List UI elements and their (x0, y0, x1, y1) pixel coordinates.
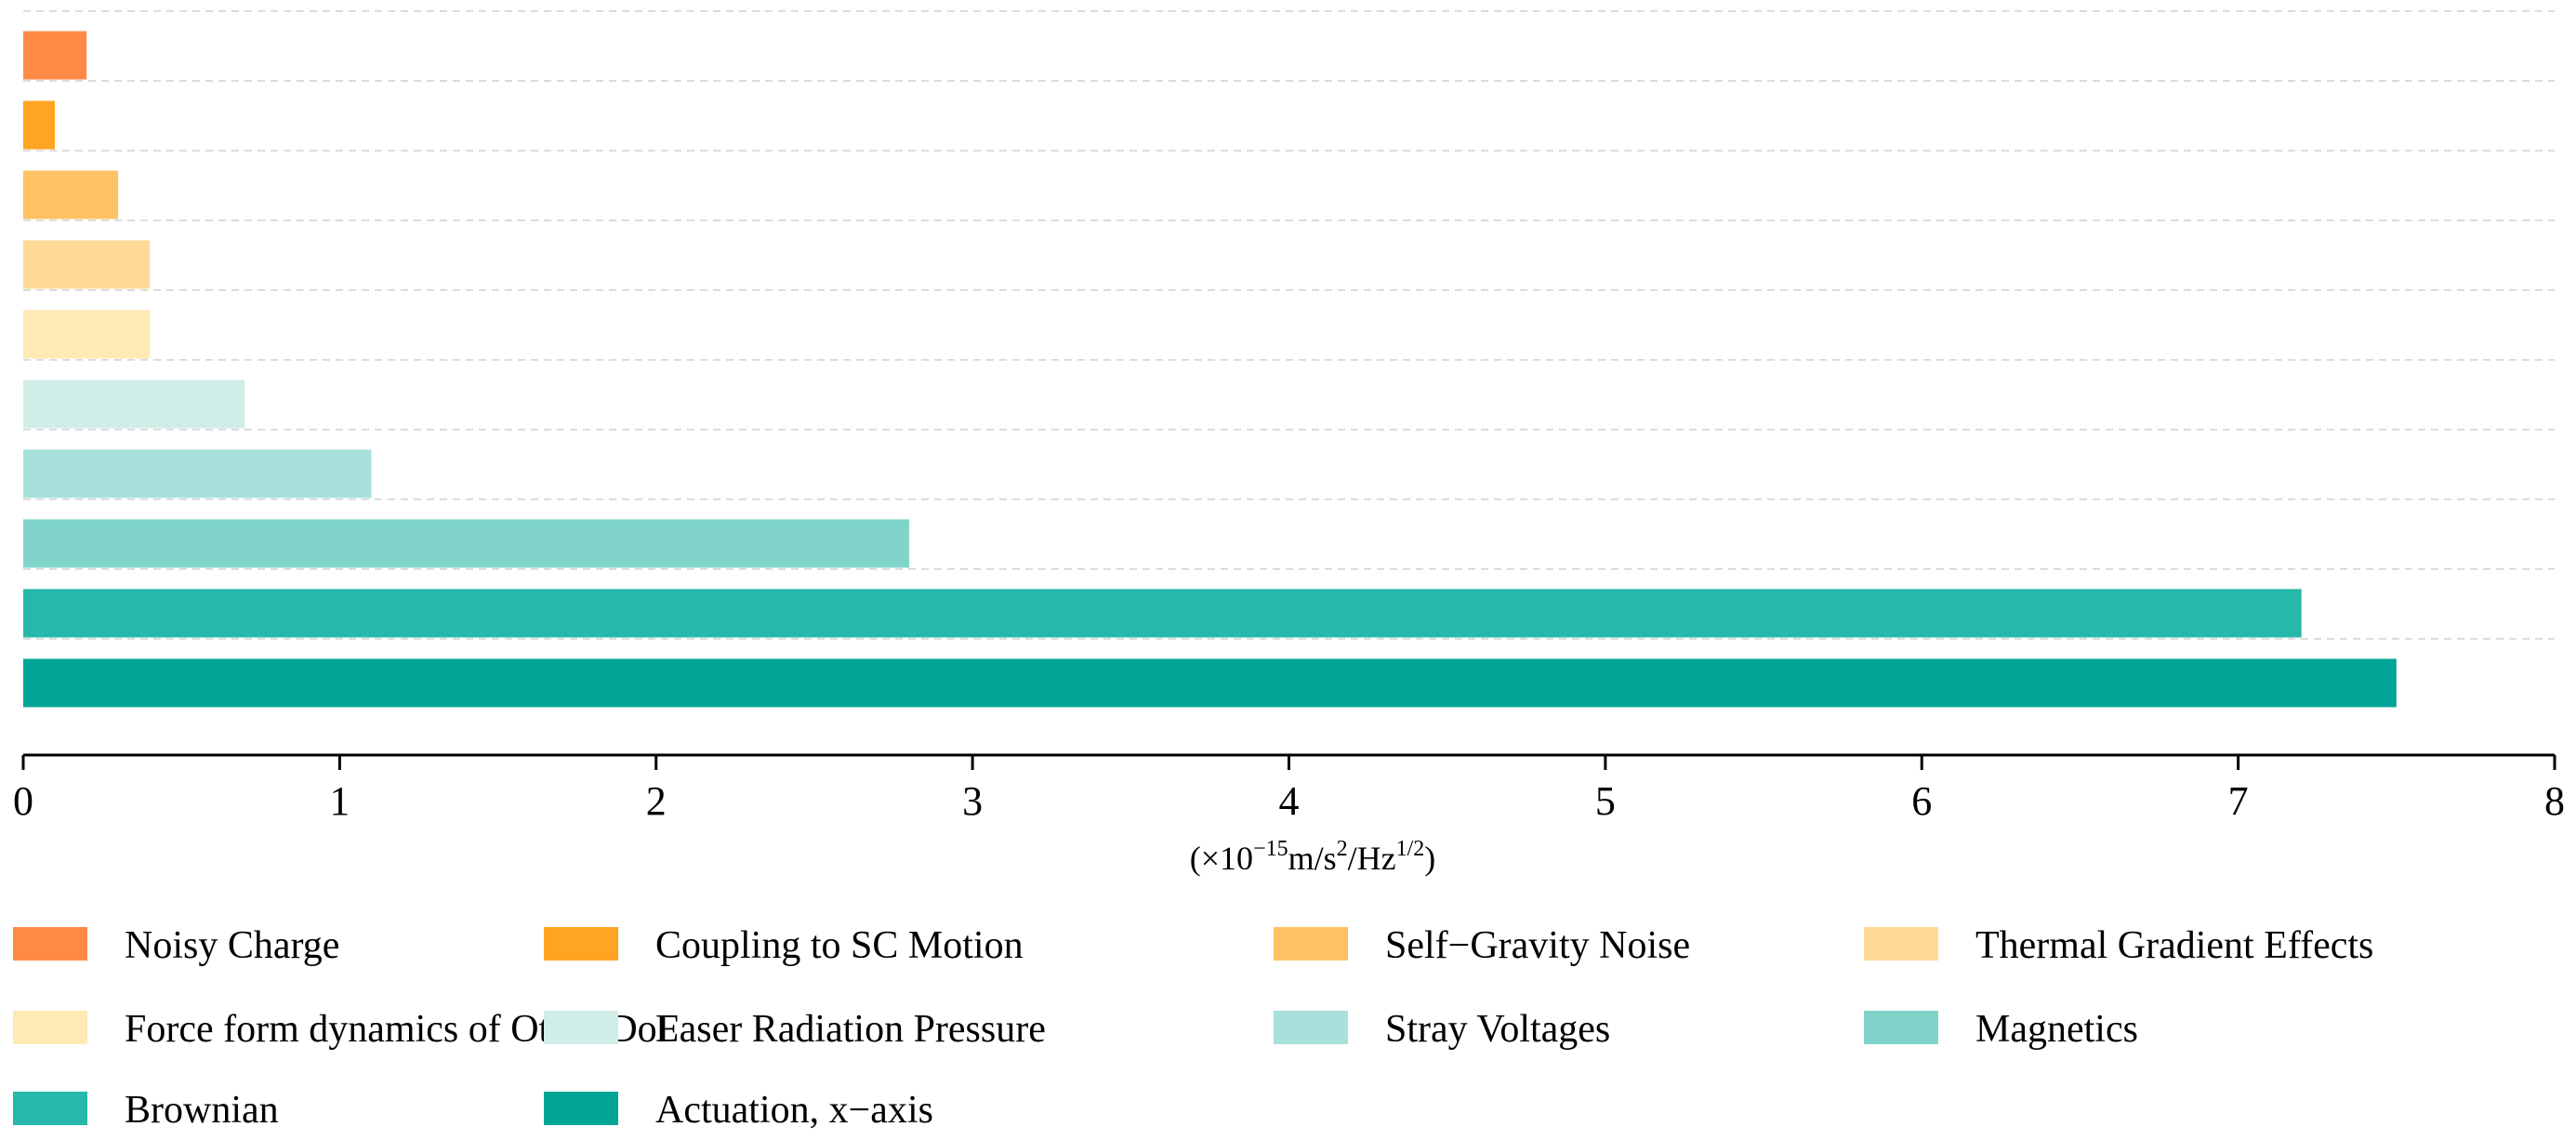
bar-8 (23, 519, 910, 568)
x-tick-label: 8 (2544, 778, 2565, 824)
x-axis-label-exp2: 2 (1337, 837, 1348, 861)
legend-item: Coupling to SC Motion (544, 924, 1024, 967)
legend-item: Actuation, x−axis (544, 1089, 933, 1132)
legend-label: Laser Radiation Pressure (655, 1008, 1046, 1051)
x-axis-label-mid2: /Hz (1348, 840, 1396, 877)
x-tick-label: 2 (646, 778, 667, 824)
legend: Noisy Charge Coupling to SC Motion Self−Gr… (13, 924, 2373, 1132)
legend-label: Actuation, x−axis (655, 1089, 933, 1132)
x-tick-label: 6 (1911, 778, 1932, 824)
x-axis-label-exp3: 1/2 (1396, 837, 1425, 861)
x-tick-label: 3 (962, 778, 983, 824)
legend-item: Stray Voltages (1274, 1008, 1610, 1051)
legend-swatch (1274, 1011, 1348, 1044)
legend-swatch (13, 1011, 87, 1044)
legend-item: Magnetics (1864, 1008, 2138, 1051)
x-tick-label: 1 (329, 778, 350, 824)
x-axis-label: (×10−15m/s2/Hz1/2) (1190, 837, 1436, 877)
x-tick-label: 7 (2228, 778, 2249, 824)
legend-item: Noisy Charge (13, 924, 339, 967)
legend-label: Noisy Charge (125, 924, 339, 967)
x-axis-label-mid: m/s (1288, 840, 1337, 877)
legend-item: Thermal Gradient Effects (1864, 924, 2373, 967)
bar-2 (23, 100, 56, 150)
legend-swatch (544, 1011, 618, 1044)
x-tick-label: 4 (1279, 778, 1300, 824)
legend-item: Brownian (13, 1089, 279, 1132)
x-axis-label-base: (×10 (1190, 840, 1253, 877)
x-axis-label-exp1: −15 (1253, 837, 1288, 861)
legend-label: Self−Gravity Noise (1385, 924, 1690, 967)
legend-label: Thermal Gradient Effects (1975, 924, 2373, 967)
legend-label: Stray Voltages (1385, 1008, 1610, 1051)
legend-swatch (1274, 927, 1348, 961)
legend-swatch (13, 927, 87, 961)
legend-swatch (1864, 927, 1938, 961)
legend-label: Brownian (125, 1089, 279, 1132)
bar-3 (23, 170, 119, 219)
grid-lines (23, 10, 2555, 640)
legend-swatch (13, 1092, 87, 1125)
x-axis-label-end: ) (1424, 840, 1435, 877)
legend-swatch (1864, 1011, 1938, 1044)
bars (23, 31, 2397, 708)
legend-label: Coupling to SC Motion (655, 924, 1024, 967)
legend-item: Self−Gravity Noise (1274, 924, 1690, 967)
legend-item: Laser Radiation Pressure (544, 1008, 1046, 1051)
bar-5 (23, 310, 151, 359)
bar-1 (23, 31, 87, 80)
x-axis: 0 1 2 3 4 5 6 7 8 (13, 753, 2565, 824)
bar-7 (23, 449, 372, 498)
x-tick-label: 0 (13, 778, 33, 824)
x-tick-label: 5 (1595, 778, 1616, 824)
legend-swatch (544, 1092, 618, 1125)
legend-label: Magnetics (1975, 1008, 2138, 1051)
bar-9 (23, 589, 2302, 638)
bar-4 (23, 240, 151, 289)
legend-swatch (544, 927, 618, 961)
bar-6 (23, 379, 245, 429)
bar-10 (23, 658, 2397, 708)
